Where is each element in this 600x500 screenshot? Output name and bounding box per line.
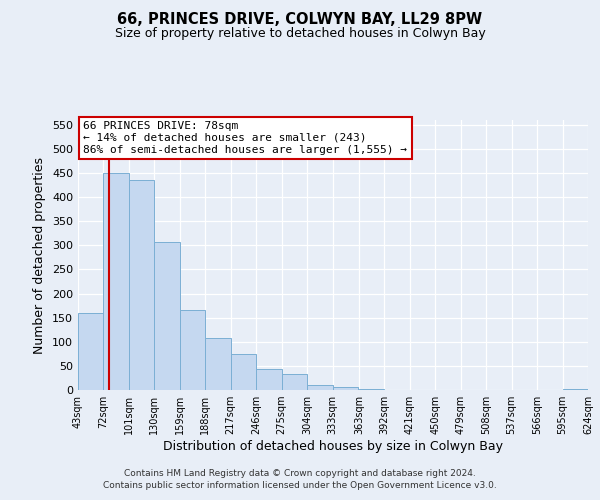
Bar: [307, 385, 332, 390]
X-axis label: Distribution of detached houses by size in Colwyn Bay: Distribution of detached houses by size …: [163, 440, 503, 453]
Bar: [78, 313, 103, 390]
Bar: [231, 354, 256, 390]
Text: Size of property relative to detached houses in Colwyn Bay: Size of property relative to detached ho…: [115, 28, 485, 40]
Text: 66 PRINCES DRIVE: 78sqm
← 14% of detached houses are smaller (243)
86% of semi-d: 66 PRINCES DRIVE: 78sqm ← 14% of detache…: [83, 122, 407, 154]
Text: Contains HM Land Registry data © Crown copyright and database right 2024.: Contains HM Land Registry data © Crown c…: [124, 468, 476, 477]
Bar: [359, 388, 385, 390]
Bar: [180, 310, 205, 390]
Bar: [103, 173, 129, 390]
Text: 66, PRINCES DRIVE, COLWYN BAY, LL29 8PW: 66, PRINCES DRIVE, COLWYN BAY, LL29 8PW: [118, 12, 482, 28]
Bar: [563, 389, 588, 390]
Bar: [129, 180, 154, 390]
Bar: [281, 374, 307, 390]
Bar: [154, 242, 180, 390]
Y-axis label: Number of detached properties: Number of detached properties: [34, 156, 46, 354]
Bar: [256, 370, 281, 390]
Bar: [332, 386, 358, 390]
Text: Contains public sector information licensed under the Open Government Licence v3: Contains public sector information licen…: [103, 481, 497, 490]
Bar: [205, 338, 231, 390]
